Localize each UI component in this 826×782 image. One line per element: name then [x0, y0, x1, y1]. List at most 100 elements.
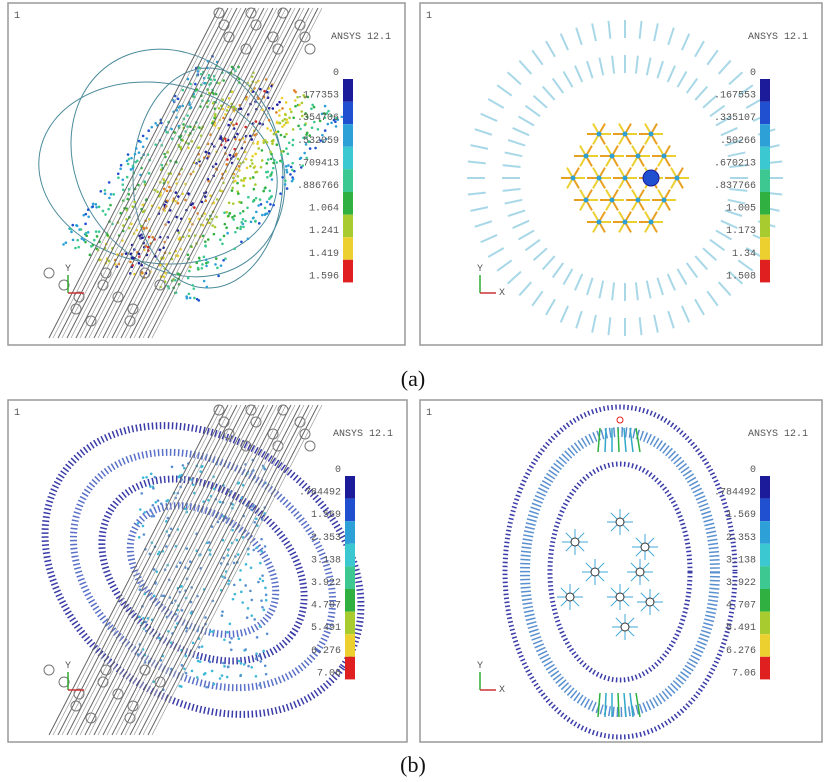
field-dot [206, 286, 209, 289]
field-dot [275, 111, 278, 114]
field-dot [76, 225, 79, 228]
field-dot [87, 208, 90, 211]
field-dot [145, 476, 148, 479]
field-dot [174, 200, 177, 203]
legend-label: 2.353 [311, 533, 341, 544]
field-dot [245, 98, 248, 101]
field-dot [265, 594, 268, 597]
field-dot [250, 666, 253, 669]
field-dot [104, 192, 107, 195]
panel-title: ANSYS 12.1 [331, 32, 391, 43]
field-dot [142, 135, 145, 138]
field-dot [250, 566, 253, 569]
field-dot [242, 226, 245, 229]
legend-label: 1.005 [726, 204, 756, 215]
field-dot [247, 665, 250, 668]
field-dot [187, 277, 190, 280]
field-dot [256, 636, 259, 639]
field-dot [266, 201, 269, 204]
legend-swatch [760, 521, 770, 544]
field-dot [278, 109, 281, 112]
field-dot [324, 129, 327, 132]
field-dot [244, 584, 247, 587]
field-dot [249, 165, 252, 168]
field-dot [272, 204, 275, 207]
node [597, 132, 602, 137]
field-dot [230, 648, 233, 651]
legend-swatch [760, 476, 770, 499]
field-line [605, 693, 606, 717]
field-dot [250, 599, 253, 602]
node [662, 198, 667, 203]
field-dot [252, 200, 255, 203]
field-dot [158, 206, 161, 209]
field-dot [267, 158, 270, 161]
field-dot [197, 267, 200, 270]
field-dot [223, 211, 226, 214]
field-dot [143, 511, 146, 514]
field-dot [112, 193, 115, 196]
field-dot [221, 674, 224, 677]
legend-label: 0 [335, 465, 341, 476]
field-dot [272, 162, 275, 165]
field-dot [244, 648, 247, 651]
field-dot [224, 223, 227, 226]
node [646, 598, 654, 606]
field-dot [138, 262, 141, 265]
field-dot [137, 522, 140, 525]
field-dot [240, 179, 243, 182]
legend-swatch [760, 237, 770, 260]
node [571, 176, 576, 181]
field-dot [204, 616, 207, 619]
field-dot [236, 227, 239, 230]
field-dot [215, 216, 218, 219]
field-dot [287, 153, 290, 156]
field-dot [270, 158, 273, 161]
field-dot [259, 198, 262, 201]
field-dot [245, 158, 248, 161]
field-dot [175, 191, 178, 194]
field-dot [71, 224, 74, 227]
field-dot [294, 105, 297, 108]
field-dot [232, 598, 235, 601]
field-dot [286, 187, 289, 190]
field-dot [223, 639, 226, 642]
field-dot [196, 676, 199, 679]
field-dot [285, 147, 288, 150]
field-dot [285, 101, 288, 104]
field-dot [264, 207, 267, 210]
field-dot [281, 125, 284, 128]
field-dot [109, 204, 112, 207]
node [621, 623, 629, 631]
field-dot [154, 476, 157, 479]
field-dot [280, 154, 283, 157]
field-dot [268, 189, 271, 192]
field-dot [226, 631, 229, 634]
field-dot [218, 107, 221, 110]
field-dot [272, 107, 275, 110]
field-dot [98, 206, 101, 209]
field-dot [223, 665, 226, 668]
node [649, 220, 654, 225]
field-dot [99, 190, 102, 193]
field-dot [229, 641, 232, 644]
field-dot [239, 579, 242, 582]
field-dot [80, 228, 83, 231]
field-dot [262, 141, 265, 144]
field-dot [285, 165, 288, 168]
field-dot [257, 204, 260, 207]
field-dot [107, 208, 110, 211]
field-dot [195, 262, 198, 265]
axis-label: Y [477, 264, 483, 275]
field-dot [262, 190, 265, 193]
legend-label: 1.241 [309, 226, 339, 237]
field-dot [82, 214, 85, 217]
field-dot [266, 141, 269, 144]
field-line [605, 428, 606, 452]
panel-title: ANSYS 12.1 [333, 429, 393, 440]
field-dot [255, 652, 258, 655]
field-dot [314, 147, 317, 150]
field-dot [221, 614, 224, 617]
field-dot [95, 206, 98, 209]
field-dot [265, 162, 268, 165]
